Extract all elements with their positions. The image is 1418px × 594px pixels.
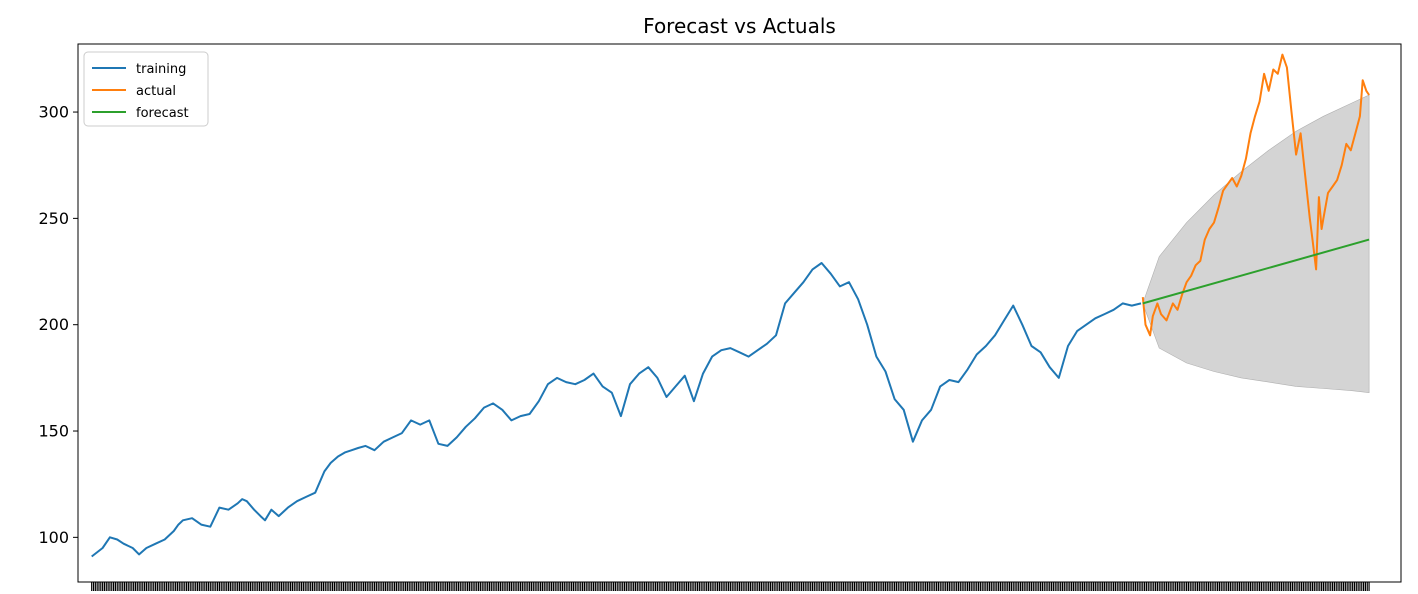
y-axis-ticks: 100 150 200 250 300	[38, 103, 78, 547]
legend: training actual forecast	[83, 51, 209, 127]
y-tick-label: 150	[38, 422, 69, 441]
legend-label-actual: actual	[136, 84, 176, 99]
y-tick-label: 300	[38, 103, 69, 122]
series-line-training	[91, 262, 1142, 558]
legend-label-forecast: forecast	[136, 106, 189, 121]
legend-box	[83, 51, 209, 127]
series-line-forecast	[1142, 238, 1370, 305]
chart-title: Forecast vs Actuals	[643, 14, 836, 38]
confidence-band	[1142, 94, 1370, 394]
y-tick-label: 250	[38, 209, 69, 228]
confidence-band-area	[1142, 94, 1370, 394]
x-axis-ticks	[91, 582, 1370, 591]
legend-label-training: training	[136, 62, 186, 77]
y-tick-label: 200	[38, 315, 69, 334]
plot-frame	[77, 43, 1402, 583]
series-lines	[91, 53, 1370, 558]
series-line-actual	[1141, 53, 1370, 337]
y-tick-label: 100	[38, 528, 69, 547]
